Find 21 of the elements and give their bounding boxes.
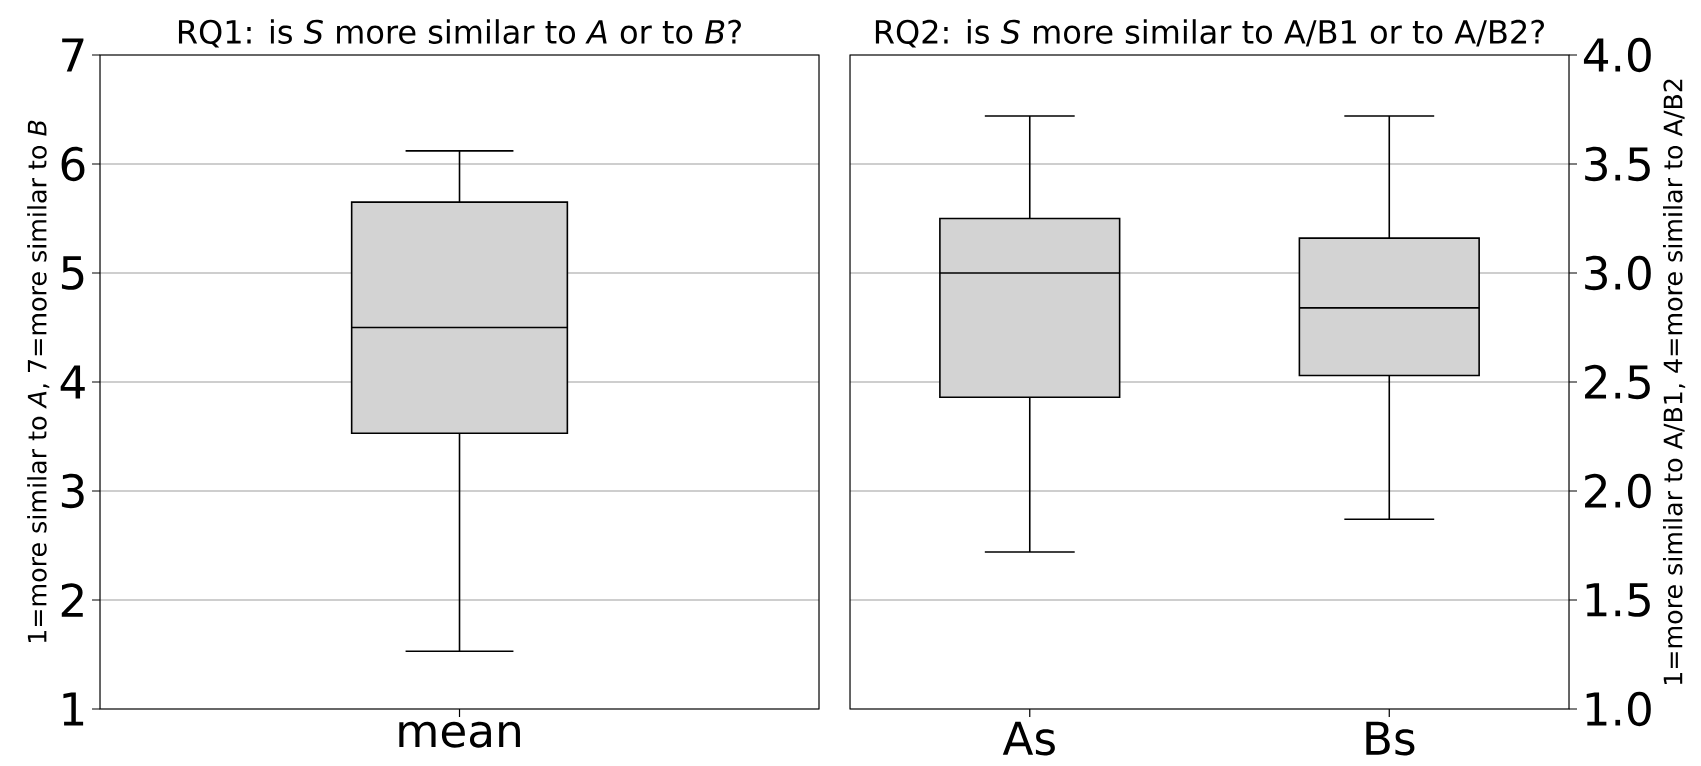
y-tick-label: 6 (61, 146, 85, 182)
y-tick-label: 5 (61, 256, 84, 290)
y-tick-label: 3 (61, 473, 84, 509)
x-tick-label: As (1002, 721, 1055, 756)
y-tick-label: 4 (60, 365, 85, 399)
y2-tick-label: 2.0 (1585, 473, 1651, 509)
x-tick-label: Bs (1366, 721, 1415, 756)
y2-axis-title: 1=more similar to A/B1, 4=more similar to A/B2 (1662, 79, 1686, 685)
y-tick-label: 1 (63, 692, 84, 726)
y-tick-label: 2 (61, 583, 83, 617)
x-tick-label: mean (399, 721, 520, 748)
chart-title: RQ1: is S more similar to A or to B? (178, 19, 741, 48)
y2-tick-label: 1.0 (1586, 691, 1651, 727)
y2-tick-label: 1.5 (1586, 583, 1650, 617)
y-tick-label: 7 (62, 38, 84, 72)
y2-tick-label: 3.5 (1585, 146, 1650, 182)
y2-tick-label: 2.5 (1585, 364, 1650, 400)
chart-title: RQ2: is S more similar to A/B1 or to A/B2? (875, 19, 1544, 48)
y2-tick-label: 4.0 (1583, 37, 1651, 73)
y-axis-title: 1=more similar to A, 7=more similar to B (27, 120, 50, 643)
y2-tick-label: 3.0 (1585, 255, 1651, 291)
